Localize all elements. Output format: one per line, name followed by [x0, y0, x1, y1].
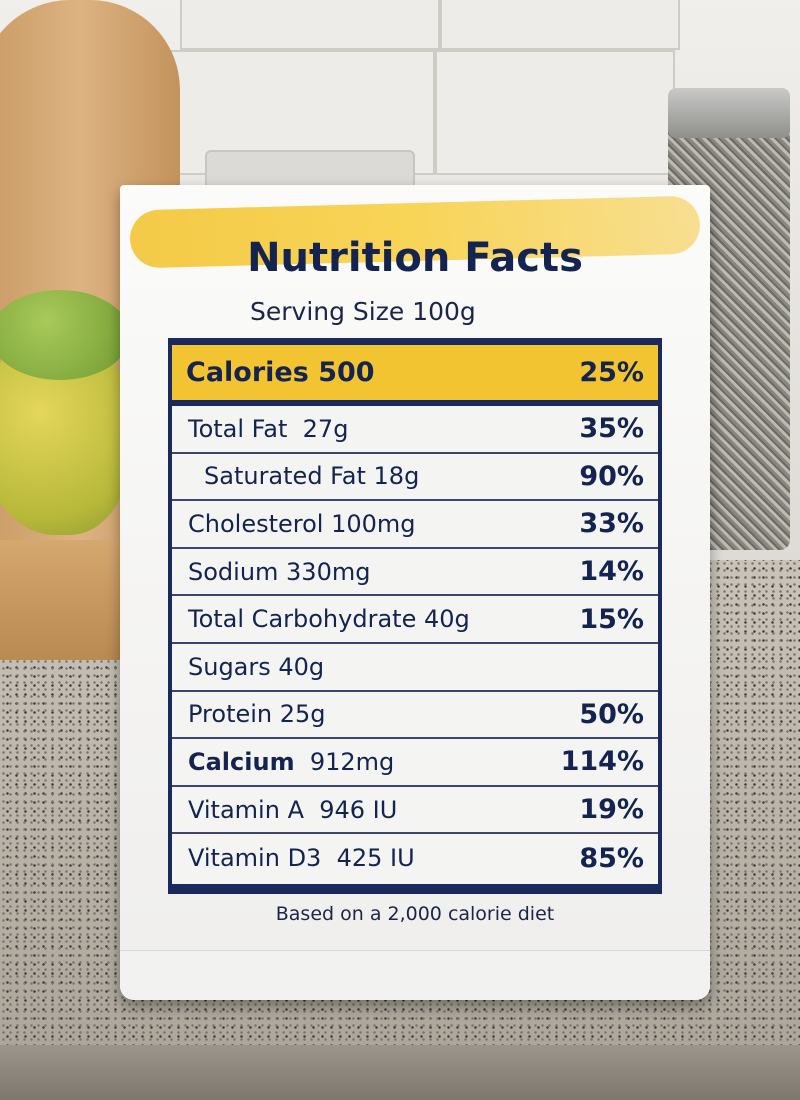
calories-label: Calories 500 — [186, 357, 375, 388]
nutrient-name: Sodium 330mg — [188, 557, 371, 586]
table-row: Sodium 330mg 14% — [172, 549, 658, 597]
nutrient-pct: 15% — [579, 603, 644, 635]
table-row: Saturated Fat 18g 90% — [172, 454, 658, 502]
table-row: Total Carbohydrate 40g 15% — [172, 596, 658, 644]
nutrient-pct: 35% — [579, 413, 644, 445]
table-row: Cholesterol 100mg 33% — [172, 501, 658, 549]
table-row: Calcium 912mg 114% — [172, 739, 658, 787]
nutrient-name: Sugars 40g — [188, 652, 325, 681]
nutrient-pct: 90% — [579, 460, 644, 492]
nutrient-pct: 114% — [560, 746, 644, 778]
serving-size: Serving Size 100g — [250, 297, 476, 326]
nutrient-pct: 50% — [579, 698, 644, 730]
label-title: Nutrition Facts — [247, 235, 583, 281]
jar-lid — [668, 88, 790, 138]
nutrition-table: Calories 500 25% Total Fat 27g 35% Satura… — [168, 338, 662, 894]
lime — [0, 290, 130, 380]
nutrient-name: Protein 25g — [188, 700, 326, 729]
table-row: Vitamin A 946 IU 19% — [172, 787, 658, 835]
nutrient-name: Vitamin A 946 IU — [188, 795, 398, 824]
counter-edge — [0, 1045, 800, 1100]
nutrient-name: Cholesterol 100mg — [188, 509, 416, 538]
nutrient-pct: 33% — [579, 508, 644, 540]
nutrient-pct: 19% — [579, 794, 644, 826]
card-base — [120, 950, 710, 1000]
calories-row: Calories 500 25% — [172, 342, 658, 406]
nutrient-name: Total Carbohydrate 40g — [188, 605, 470, 634]
wall-tile — [435, 50, 675, 175]
nutrient-pct: 85% — [579, 842, 644, 874]
table-row: Sugars 40g — [172, 644, 658, 692]
table-row: Total Fat 27g 35% — [172, 406, 658, 454]
wall-tile — [440, 0, 680, 50]
wooden-tray — [0, 540, 130, 660]
nutrient-amount: 912mg — [309, 747, 395, 776]
glass-container — [205, 150, 415, 190]
nutrition-label-card: Nutrition Facts Serving Size 100g Calori… — [120, 185, 710, 1000]
table-row: Vitamin D3 425 IU 85% — [172, 834, 658, 882]
wall-tile — [180, 0, 440, 50]
nutrient-name: Total Fat 27g — [188, 414, 349, 443]
calories-pct: 25% — [579, 357, 644, 388]
nutrient-name: Calcium — [188, 747, 295, 776]
nutrient-name: Saturated Fat 18g — [204, 462, 420, 491]
nutrient-pct: 14% — [579, 556, 644, 588]
table-row: Protein 25g 50% — [172, 692, 658, 740]
footnote: Based on a 2,000 calorie diet — [275, 903, 555, 925]
nutrient-name: Vitamin D3 425 IU — [188, 844, 415, 873]
